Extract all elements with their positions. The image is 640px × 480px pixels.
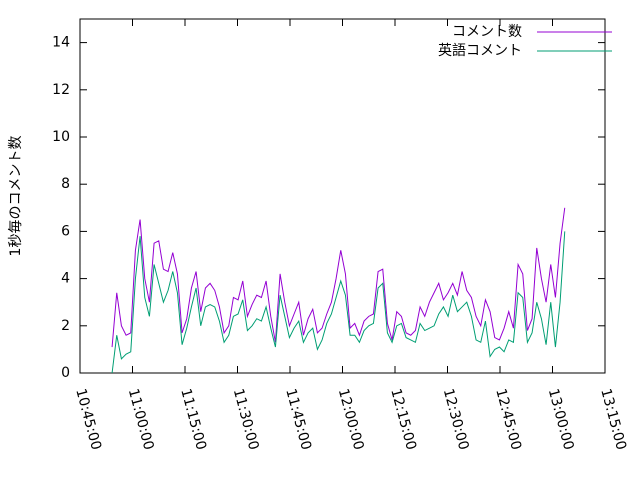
- x-tick-label: 11:00:00: [125, 387, 157, 452]
- y-tick-label: 2: [61, 318, 70, 334]
- x-tick-label: 11:30:00: [230, 387, 262, 452]
- y-tick-label: 6: [61, 223, 70, 239]
- y-tick-label: 10: [52, 129, 70, 145]
- x-tick-label: 12:15:00: [387, 387, 419, 452]
- x-tick-label: 12:00:00: [335, 387, 367, 452]
- x-tick-label: 13:15:00: [597, 387, 629, 452]
- series-line: [111, 231, 566, 374]
- y-tick-label: 14: [52, 35, 70, 51]
- x-tick-label: 13:00:00: [545, 387, 577, 452]
- series-line: [111, 207, 566, 348]
- legend-label: コメント数: [452, 24, 522, 40]
- x-tick-label: 12:45:00: [492, 387, 524, 452]
- plot-border: [79, 18, 606, 374]
- y-tick-label: 0: [61, 365, 70, 381]
- x-tick-label: 11:45:00: [282, 387, 314, 452]
- legend-label: 英語コメント: [438, 42, 522, 59]
- y-tick-label: 12: [52, 82, 70, 98]
- y-axis-label: 1秒毎のコメント数: [8, 136, 24, 257]
- y-tick-label: 8: [61, 176, 70, 192]
- x-tick-label: 11:15:00: [177, 387, 209, 452]
- x-tick-label: 12:30:00: [440, 387, 472, 452]
- x-tick-label: 10:45:00: [72, 387, 104, 452]
- y-tick-label: 4: [61, 271, 70, 287]
